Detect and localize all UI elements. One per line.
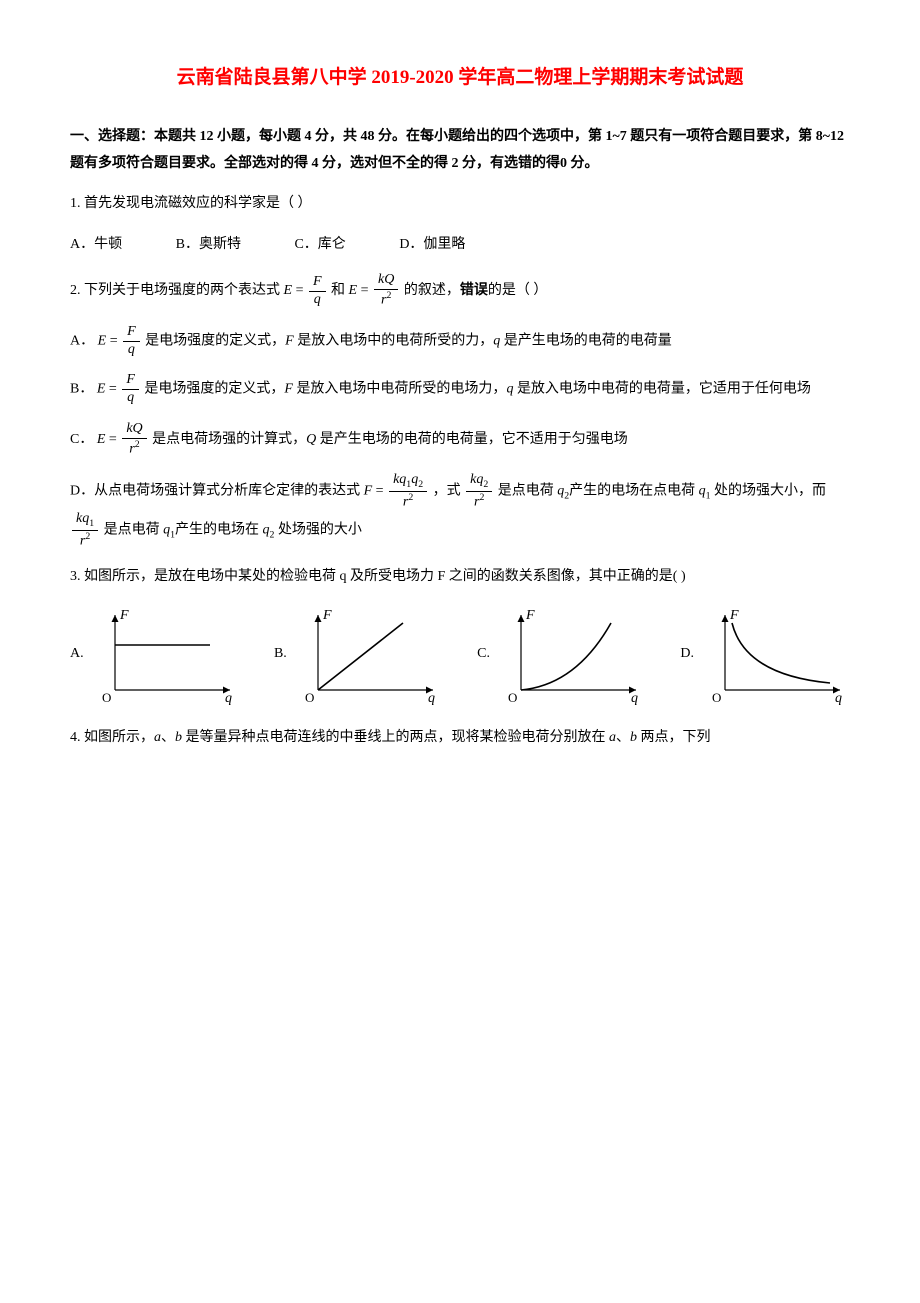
graph-d-svg: F q O — [700, 605, 850, 705]
q1-options: A．牛顿 B．奥斯特 C．库仑 D．伽里略 — [70, 232, 850, 259]
svg-text:q: q — [631, 691, 638, 705]
q2-lead: 2. 下列关于电场强度的两个表达式 — [70, 283, 280, 298]
q2-opt-a: A． E = Fq 是电场强度的定义式，F 是放入电场中的电荷所受的力，q 是产… — [70, 324, 850, 359]
q3-label-a: A. — [70, 641, 84, 668]
page-title: 云南省陆良县第八中学 2019-2020 学年高二物理上学期期末考试试题 — [70, 60, 850, 96]
graph-c-svg: F q O — [496, 605, 646, 705]
svg-text:O: O — [712, 690, 721, 705]
q2-opt-c: C． E = kQr2 是点电荷场强的计算式，Q 是产生电场的电荷的电荷量，它不… — [70, 421, 850, 458]
svg-text:F: F — [322, 608, 332, 623]
q3-label-b: B. — [274, 641, 287, 668]
q2-opt-b: B． E = Fq 是电场强度的定义式，F 是放入电场中电荷所受的电场力，q 是… — [70, 372, 850, 407]
graph-b-svg: F q O — [293, 605, 443, 705]
q1-opt-a: A．牛顿 — [70, 232, 122, 259]
axis-q: q — [225, 691, 232, 705]
sym-eq: = — [292, 283, 307, 298]
sym-E: E — [284, 283, 293, 298]
q3-label-c: C. — [477, 641, 490, 668]
q3-graph-d: D. F q O — [680, 605, 850, 705]
q1-opt-c: C．库仑 — [294, 232, 345, 259]
svg-text:q: q — [428, 691, 435, 705]
origin-O: O — [102, 690, 111, 705]
sym-eq2: = — [357, 283, 372, 298]
svg-text:F: F — [729, 608, 739, 623]
q3-graphs: A. F q O B. F q O C. F q O — [70, 605, 850, 705]
svg-text:q: q — [835, 691, 842, 705]
q3-graph-a: A. F q O — [70, 605, 240, 705]
svg-text:O: O — [305, 690, 314, 705]
svg-text:F: F — [525, 608, 535, 623]
axis-F: F — [119, 608, 129, 623]
q1-opt-d: D．伽里略 — [399, 232, 465, 259]
q3-graph-c: C. F q O — [477, 605, 646, 705]
q1-opt-b: B．奥斯特 — [176, 232, 241, 259]
section-instruction: 一、选择题：本题共 12 小题，每小题 4 分，共 48 分。在每小题给出的四个… — [70, 124, 850, 177]
q3-label-d: D. — [680, 641, 694, 668]
q3-stem: 3. 如图所示，是放在电场中某处的检验电荷 q 及所受电场力 F 之间的函数关系… — [70, 564, 850, 591]
sym-E2: E — [349, 283, 358, 298]
q2-tail: 的叙述， — [404, 283, 460, 298]
q2-tail2: 的是（ ） — [488, 283, 548, 298]
q4-stem: 4. 如图所示，a、b 是等量异种点电荷连线的中垂线上的两点，现将某检验电荷分别… — [70, 725, 850, 752]
q1-stem: 1. 首先发现电流磁效应的科学家是（ ） — [70, 191, 850, 218]
q2-stem: 2. 下列关于电场强度的两个表达式 E = Fq 和 E = kQr2 的叙述，… — [70, 272, 850, 309]
graph-a-svg: F q O — [90, 605, 240, 705]
q3-graph-b: B. F q O — [274, 605, 443, 705]
q2-mid: 和 — [331, 283, 345, 298]
svg-text:O: O — [508, 690, 517, 705]
q2-opt-d: D．从点电荷场强计算式分析库仑定律的表达式 F = kq1q2r2 ，式 kq2… — [70, 472, 850, 550]
frac-kQ-r2: kQr2 — [374, 272, 398, 309]
frac-F-q: Fq — [309, 274, 326, 309]
q2-wrong: 错误 — [460, 283, 488, 298]
